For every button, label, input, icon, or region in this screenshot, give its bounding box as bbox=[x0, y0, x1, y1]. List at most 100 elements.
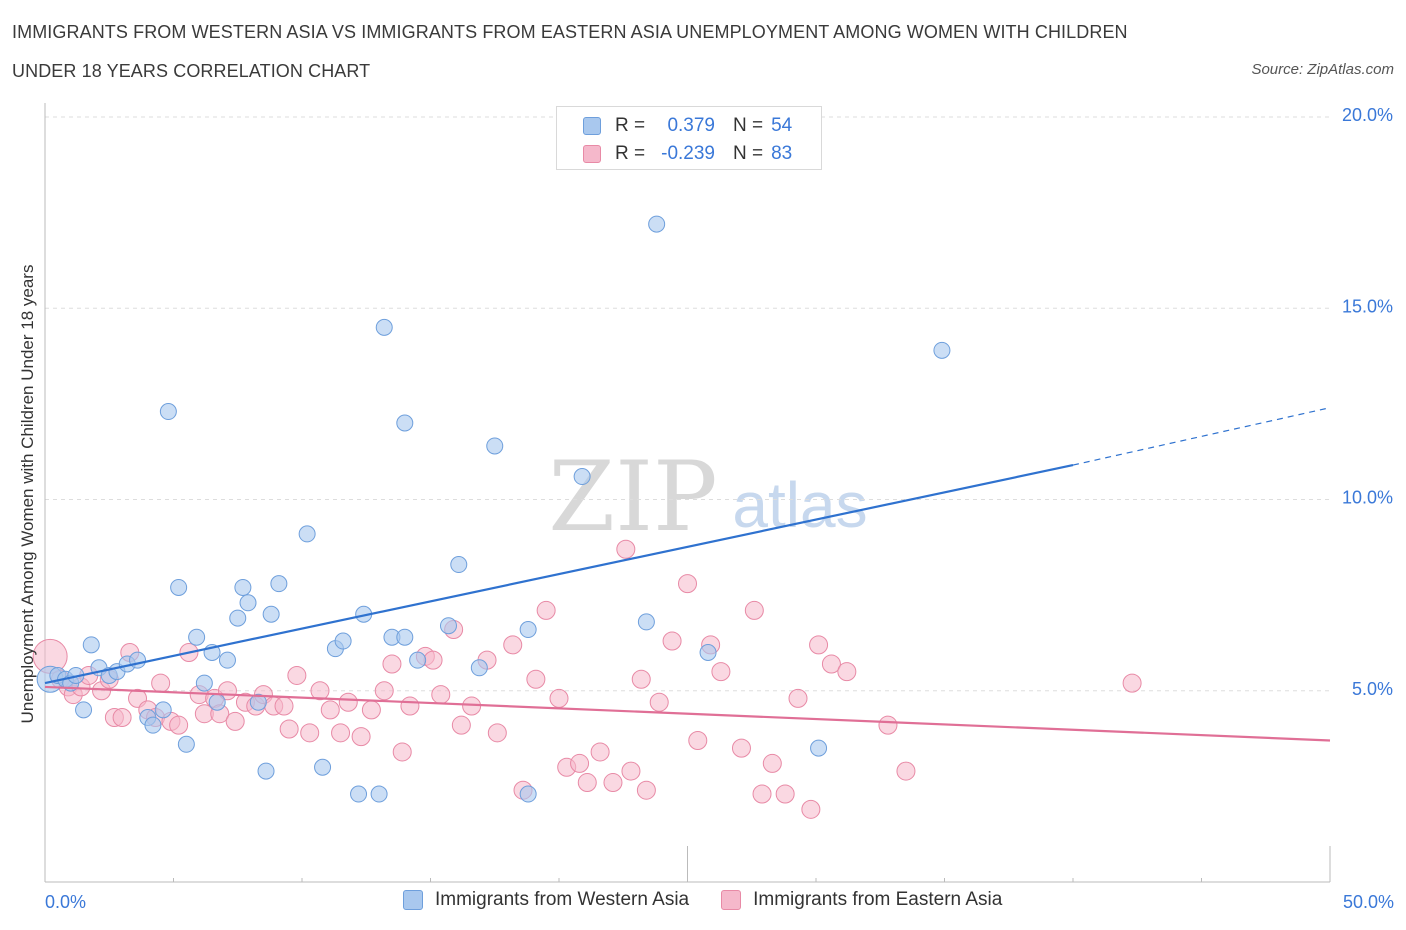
correlation-legend: R = 0.379 N = 54 R = -0.239 N = 83 bbox=[556, 106, 822, 170]
eastern-asia-point bbox=[392, 742, 412, 762]
series-swatch-pink bbox=[721, 890, 742, 910]
legend-n-label: N = bbox=[733, 143, 764, 164]
y-axis-label: Unemployment Among Women with Children U… bbox=[18, 264, 37, 724]
western-asia-point bbox=[350, 785, 368, 803]
eastern-asia-point bbox=[526, 669, 546, 689]
western-asia-point bbox=[144, 716, 162, 734]
eastern-asia-point bbox=[225, 711, 245, 731]
eastern-asia-point bbox=[169, 715, 189, 735]
x-tick-label: 0.0% bbox=[45, 892, 86, 912]
eastern-asia-point bbox=[762, 753, 782, 773]
legend-r-label: R = bbox=[615, 115, 646, 136]
eastern-asia-point bbox=[775, 784, 795, 804]
eastern-asia-point bbox=[616, 539, 636, 559]
western-asia-point bbox=[314, 758, 332, 776]
eastern-asia-point bbox=[744, 600, 764, 620]
eastern-asia-point bbox=[878, 715, 898, 735]
eastern-asia-point bbox=[752, 784, 772, 804]
legend-swatch-blue bbox=[583, 117, 601, 135]
y-tick-label: 15.0% bbox=[1342, 296, 1393, 316]
eastern-asia-point bbox=[590, 742, 610, 762]
eastern-asia-point bbox=[287, 665, 307, 685]
eastern-asia-point bbox=[896, 761, 916, 781]
western-asia-point bbox=[933, 341, 951, 359]
eastern-asia-point bbox=[631, 669, 651, 689]
legend-n-label: N = bbox=[733, 115, 764, 136]
western-asia-point bbox=[375, 318, 393, 336]
legend-swatch-pink bbox=[583, 145, 601, 163]
eastern-asia-point bbox=[536, 600, 556, 620]
eastern-asia-point bbox=[338, 692, 358, 712]
western-asia-point bbox=[208, 693, 226, 711]
western-asia-point bbox=[229, 609, 247, 627]
gridlines bbox=[45, 116, 1330, 692]
eastern-asia-point bbox=[621, 761, 641, 781]
western-asia-point bbox=[195, 674, 213, 692]
eastern-asia-trend-line bbox=[44, 685, 1331, 742]
western-asia-point bbox=[239, 594, 257, 612]
chart-title-line-2: UNDER 18 YEARS CORRELATION CHART bbox=[12, 61, 371, 81]
western-asia-point bbox=[409, 651, 427, 669]
eastern-asia-point bbox=[570, 753, 590, 773]
eastern-asia-point bbox=[1122, 673, 1142, 693]
legend-r-value: -0.239 bbox=[661, 143, 715, 164]
western-asia-point bbox=[298, 525, 316, 543]
eastern-asia-point bbox=[112, 708, 132, 728]
western-asia-point bbox=[334, 632, 352, 650]
western-asia-point bbox=[257, 762, 275, 780]
eastern-asia-point bbox=[503, 635, 523, 655]
eastern-asia-point bbox=[731, 738, 751, 758]
western-asia-point bbox=[396, 414, 414, 432]
western-asia-point bbox=[519, 785, 537, 803]
y-tick-label: 5.0% bbox=[1352, 679, 1393, 699]
eastern-asia-point bbox=[801, 799, 821, 819]
eastern-asia-point bbox=[151, 673, 171, 693]
eastern-asia-point bbox=[678, 574, 697, 594]
tick-labels: 0.0% 50.0% 5.0% 10.0% 15.0% 20.0% bbox=[45, 105, 1394, 912]
eastern-asia-point bbox=[711, 662, 731, 682]
western-asia-point bbox=[262, 605, 280, 623]
legend-row-eastern-asia: R = -0.239 N = 83 bbox=[583, 143, 792, 165]
eastern-asia-points bbox=[32, 539, 1142, 819]
western-asia-point bbox=[82, 636, 100, 654]
eastern-asia-point bbox=[788, 688, 808, 708]
eastern-asia-point bbox=[382, 654, 402, 674]
eastern-asia-point bbox=[603, 773, 623, 793]
series-legend-eastern-asia: Immigrants from Eastern Asia bbox=[721, 889, 1002, 911]
y-tick-label: 20.0% bbox=[1342, 105, 1393, 125]
western-asia-trend-extension bbox=[1072, 407, 1331, 466]
western-asia-point bbox=[270, 575, 288, 593]
legend-n-value: 54 bbox=[771, 115, 793, 136]
y-tick-label: 10.0% bbox=[1342, 488, 1393, 508]
eastern-asia-point bbox=[331, 723, 351, 743]
eastern-asia-point bbox=[361, 700, 381, 720]
eastern-asia-point bbox=[487, 723, 507, 743]
western-asia-point bbox=[470, 659, 488, 677]
legend-n-value: 83 bbox=[771, 143, 793, 164]
legend-row-western-asia: R = 0.379 N = 54 bbox=[583, 115, 792, 137]
western-asia-point bbox=[810, 739, 828, 757]
trend-lines bbox=[44, 407, 1331, 742]
western-asia-point bbox=[177, 735, 195, 753]
western-asia-point bbox=[396, 628, 414, 646]
eastern-asia-point bbox=[649, 692, 669, 712]
eastern-asia-point bbox=[431, 685, 451, 705]
eastern-asia-point bbox=[279, 719, 299, 739]
eastern-asia-point bbox=[809, 635, 829, 655]
western-asia-point bbox=[249, 693, 267, 711]
western-asia-points bbox=[36, 215, 951, 803]
western-asia-point bbox=[188, 628, 206, 646]
chart-title-line-1: IMMIGRANTS FROM WESTERN ASIA VS IMMIGRAN… bbox=[12, 22, 1128, 42]
eastern-asia-point bbox=[577, 773, 597, 793]
legend-r-label: R = bbox=[615, 143, 646, 164]
western-asia-point bbox=[519, 621, 537, 639]
eastern-asia-point bbox=[549, 688, 569, 708]
eastern-asia-point bbox=[636, 780, 656, 800]
series-legend-western-asia: Immigrants from Western Asia bbox=[403, 889, 689, 911]
series-swatch-blue bbox=[403, 890, 423, 910]
x-tick-label: 50.0% bbox=[1343, 892, 1394, 912]
watermark-zip: ZIP bbox=[548, 441, 717, 553]
axes bbox=[44, 103, 1331, 883]
series-label-western-asia: Immigrants from Western Asia bbox=[435, 889, 690, 910]
western-asia-point bbox=[637, 613, 655, 631]
